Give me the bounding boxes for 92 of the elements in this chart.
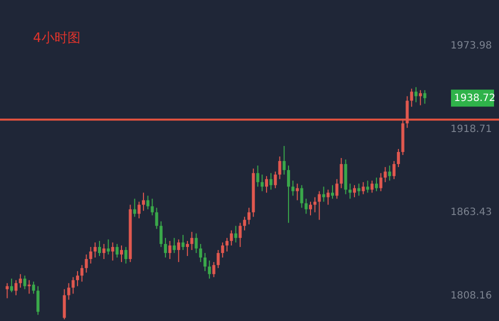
candlestick: [269, 172, 272, 190]
candlestick: [150, 198, 154, 216]
candlestick: [76, 270, 80, 287]
candlestick: [67, 282, 70, 300]
candlestick: [392, 160, 396, 180]
candlestick: [234, 225, 238, 243]
candlestick: [216, 249, 220, 269]
candlestick: [260, 174, 264, 192]
candlestick: [221, 242, 224, 258]
candlestick: [340, 158, 343, 189]
candlestick: [10, 278, 14, 293]
candlestick: [94, 242, 97, 258]
candlestick: [322, 186, 326, 202]
candlestick: [194, 232, 198, 254]
y-tick-label: 1863.43: [450, 207, 492, 218]
candlestick: [102, 243, 106, 260]
candlestick: [208, 260, 211, 280]
candlestick: [410, 88, 414, 108]
candlestick: [106, 238, 110, 256]
candlestick: [274, 171, 277, 189]
candlestick: [146, 195, 150, 210]
candlestick: [225, 237, 228, 252]
y-tick-label: 1918.71: [450, 124, 492, 135]
candlestick: [133, 198, 136, 218]
candlestick: [370, 180, 374, 194]
candlestick: [296, 183, 299, 201]
candlestick: [98, 240, 102, 257]
candlestick: [352, 184, 356, 198]
candlestick: [291, 180, 294, 196]
candlestick: [379, 172, 382, 192]
candlestick: [36, 286, 40, 316]
candlestick: [384, 166, 387, 183]
candlestick: [116, 243, 119, 258]
candlestick: [199, 243, 202, 263]
candlestick: [177, 238, 180, 263]
candlestick: [348, 183, 352, 200]
candlestick: [23, 275, 26, 290]
candlestick: [62, 288, 66, 320]
candlestick: [335, 178, 338, 200]
candlestick: [388, 165, 392, 182]
candlestick: [84, 254, 88, 274]
candlestick: [32, 281, 36, 294]
candlestick: [326, 189, 330, 206]
candlestick: [282, 145, 286, 176]
candlestick: [309, 201, 312, 216]
candlestick: [204, 252, 207, 272]
candlestick: [124, 246, 128, 264]
candlestick: [89, 246, 92, 264]
candlestick: [300, 184, 304, 208]
candlestick: [362, 182, 365, 195]
candlestick: [313, 196, 316, 213]
text: 4小时图: [33, 31, 80, 46]
candlestick: [28, 280, 31, 294]
candlestick: [172, 237, 176, 254]
candlestick: [164, 237, 167, 258]
candlestick: [18, 274, 22, 288]
candlestick: [230, 230, 233, 246]
candlestick: [160, 220, 163, 248]
candlestick: [357, 183, 360, 196]
candlestick: [287, 165, 290, 224]
candlestick: [256, 165, 260, 188]
candlestick: [72, 276, 75, 294]
candlestick: [304, 198, 308, 214]
candlestick: [155, 207, 158, 230]
candlestick: [374, 177, 378, 192]
candlestick: [406, 96, 409, 128]
candlestick: [330, 184, 334, 200]
candlestick: [212, 262, 216, 278]
y-tick-label: 1973.98: [450, 40, 492, 52]
candlestick: [138, 201, 141, 219]
candlestick: [278, 156, 282, 180]
candlestick: [168, 240, 172, 260]
candlestick: [238, 222, 242, 248]
y-tick-label: 1808.16: [450, 290, 492, 302]
candlestick: [142, 192, 145, 212]
candlestick: [111, 242, 114, 262]
candlestick: [318, 190, 321, 220]
candlestick: [14, 280, 18, 296]
candlestick: [396, 148, 400, 168]
candlestick: [120, 244, 123, 263]
candlestick: [190, 231, 194, 250]
candlestick: [418, 90, 422, 106]
candlestick: [182, 234, 185, 250]
candlestick: [6, 282, 9, 299]
candlestick: [186, 240, 189, 257]
candlestick: [243, 216, 246, 231]
candlestick: [366, 180, 370, 194]
candlestick: [423, 90, 426, 104]
candlestick: [80, 264, 84, 282]
candlestick: [247, 207, 250, 225]
candlestick: [414, 86, 418, 103]
candlestick: [265, 176, 268, 194]
